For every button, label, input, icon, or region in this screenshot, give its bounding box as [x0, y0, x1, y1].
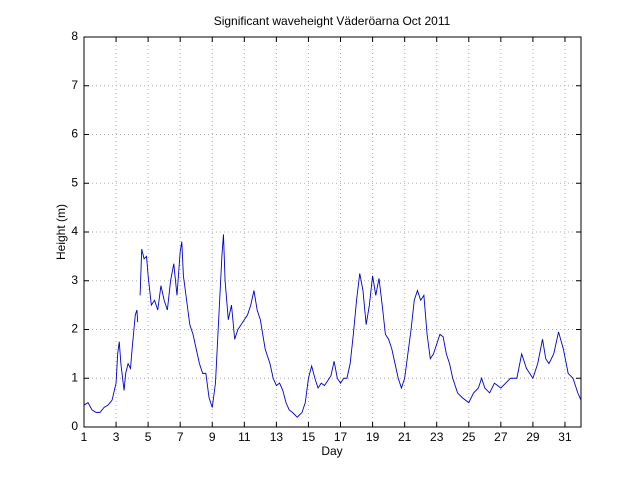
x-tick-label: 29 [526, 430, 540, 444]
x-tick-label: 19 [366, 430, 380, 444]
x-tick-label: 1 [81, 430, 88, 444]
x-tick-label: 27 [494, 430, 508, 444]
x-tick-label: 11 [238, 430, 251, 444]
x-tick-label: 5 [145, 430, 152, 444]
x-tick-label: 3 [113, 430, 120, 444]
y-tick-label: 0 [71, 419, 78, 433]
x-tick-label: 17 [334, 430, 348, 444]
y-tick-label: 8 [71, 29, 78, 43]
chart-title: Significant waveheight Väderöarna Oct 20… [214, 14, 451, 28]
y-tick-label: 1 [71, 370, 78, 384]
y-tick-label: 2 [71, 322, 78, 336]
x-tick-label: 7 [177, 430, 184, 444]
x-tick-label: 9 [209, 430, 216, 444]
x-tick-label: 23 [430, 430, 444, 444]
x-tick-label: 13 [270, 430, 284, 444]
y-tick-label: 3 [71, 273, 78, 287]
y-tick-label: 5 [71, 175, 78, 189]
x-tick-label: 21 [398, 430, 412, 444]
x-tick-label: 15 [302, 430, 316, 444]
y-axis-label: Height (m) [54, 204, 68, 260]
y-tick-label: 7 [71, 78, 78, 92]
x-axis-label: Day [321, 444, 342, 458]
x-tick-label: 31 [558, 430, 572, 444]
data-line [83, 234, 582, 418]
plot-frame [83, 36, 582, 428]
x-tick-label: 25 [462, 430, 476, 444]
y-tick-label: 4 [71, 224, 78, 238]
y-tick-label: 6 [71, 127, 78, 141]
